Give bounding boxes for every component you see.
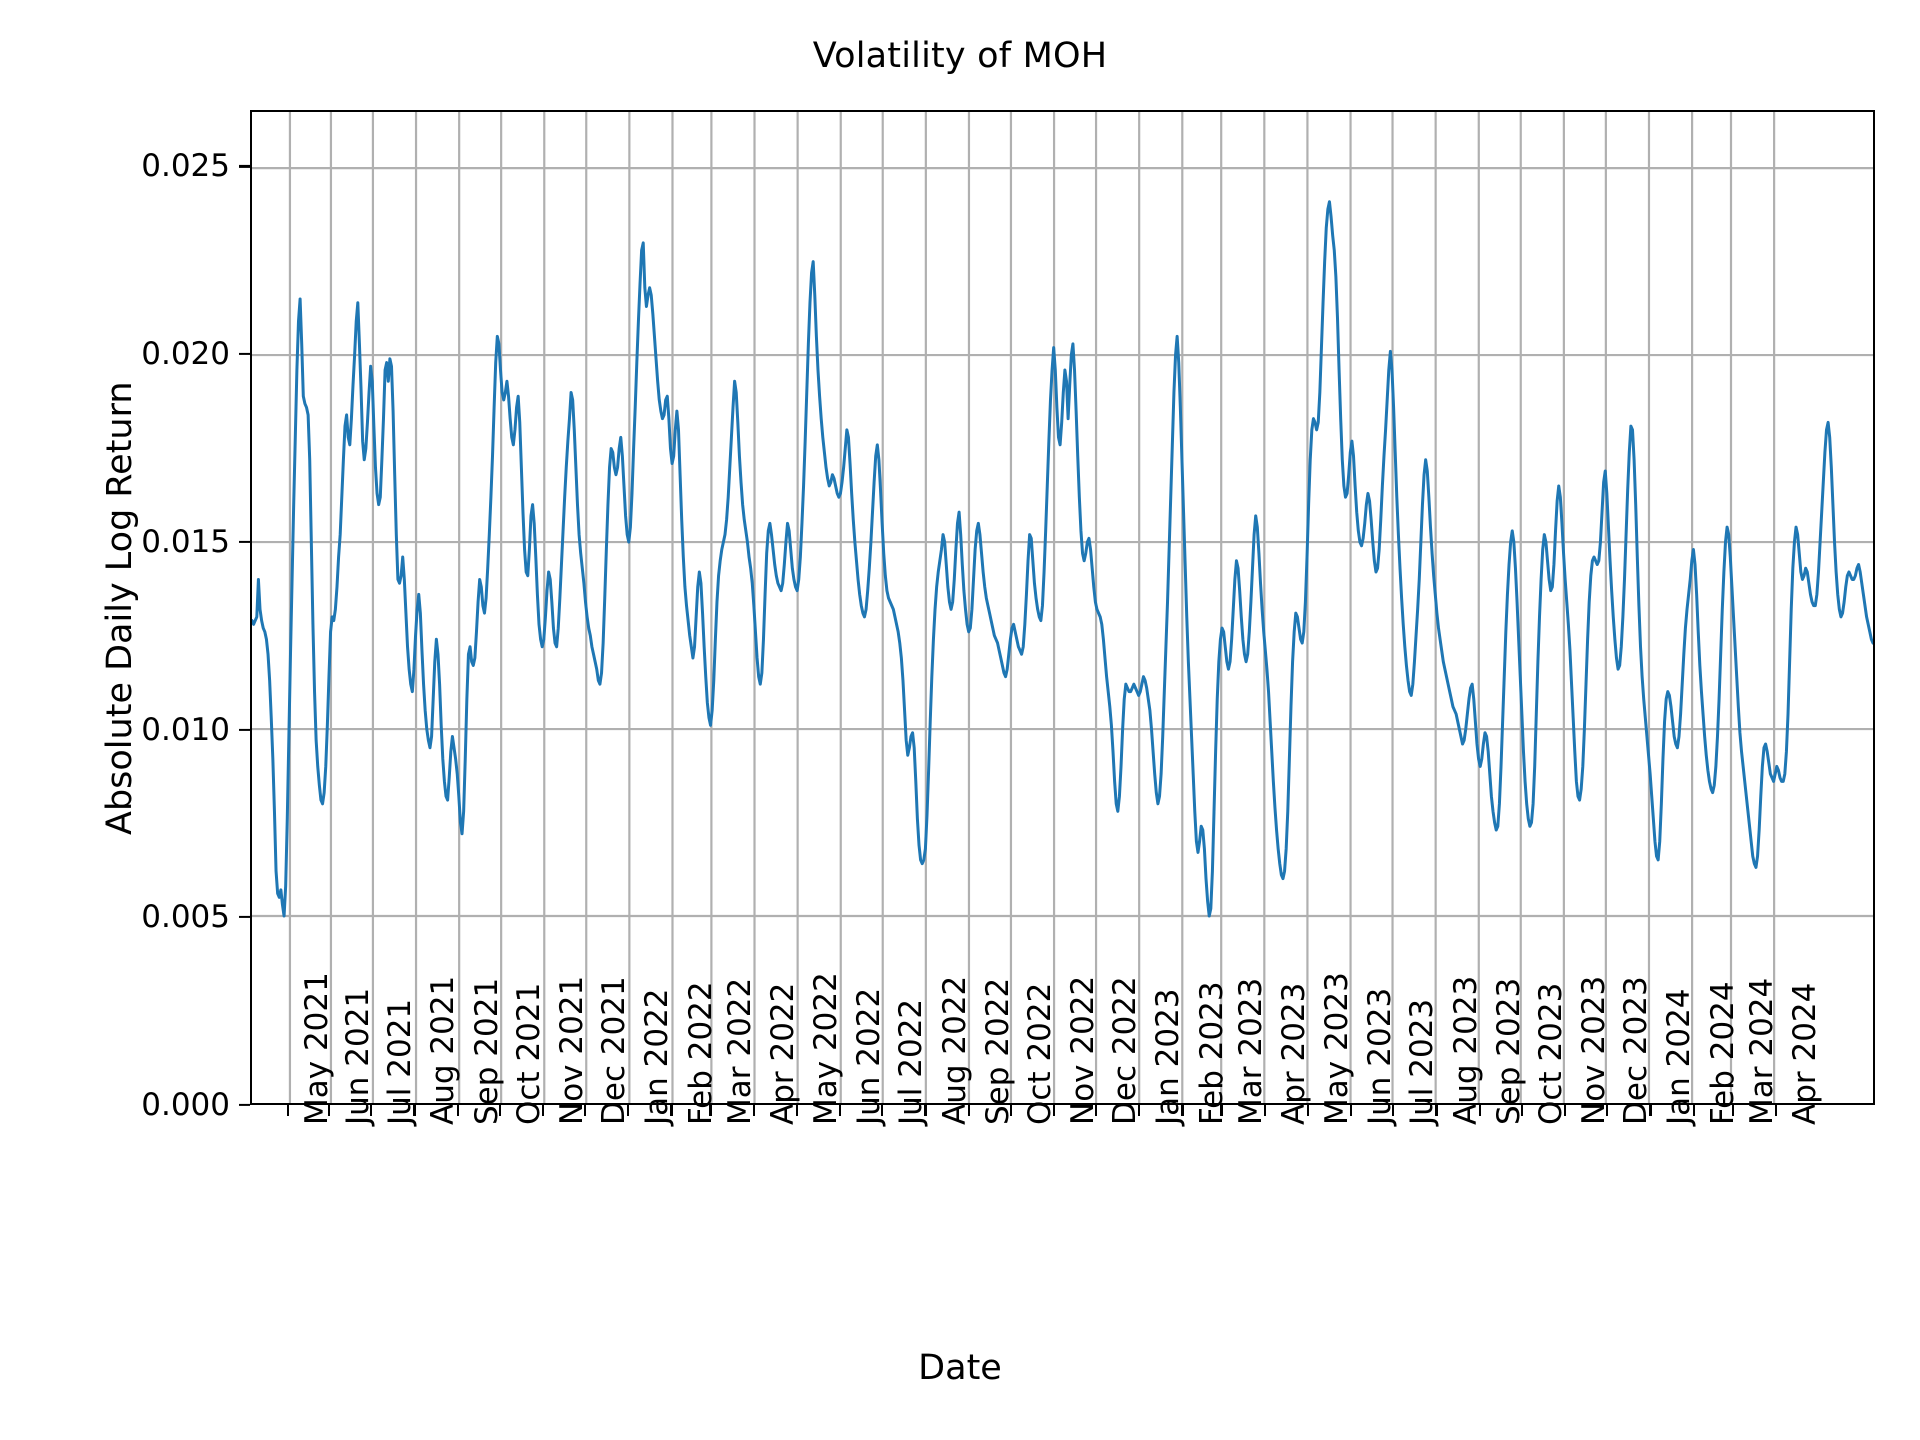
y-tick-mark — [239, 165, 250, 168]
page-title: Volatility of MOH — [812, 36, 1108, 76]
x-tick-mark — [1306, 1105, 1310, 1116]
x-tick-mark — [752, 1105, 755, 1116]
x-tick-mark — [328, 1105, 331, 1116]
x-tick-mark — [839, 1105, 842, 1116]
x-tick-mark — [967, 1105, 970, 1116]
y-tick-mark — [239, 540, 250, 543]
x-tick-mark — [1095, 1105, 1098, 1116]
y-tick-label: 0.015 — [141, 523, 230, 560]
volatility-line-series — [252, 112, 1873, 1103]
x-tick-mark — [627, 1105, 630, 1116]
x-tick-mark — [1692, 1105, 1695, 1116]
plot-area — [250, 110, 1875, 1105]
x-tick-mark — [1435, 1105, 1438, 1116]
x-tick-mark — [286, 1105, 290, 1116]
y-tick-label: 0.005 — [141, 899, 230, 936]
x-tick-mark — [413, 1105, 416, 1116]
x-tick-mark — [1392, 1105, 1395, 1116]
y-tick-mark — [239, 1103, 250, 1107]
x-tick-mark — [1220, 1105, 1223, 1116]
x-tick-mark — [1009, 1105, 1012, 1116]
y-tick-label: 0.020 — [141, 336, 230, 373]
x-tick-mark — [1606, 1105, 1609, 1116]
x-tick-mark — [1520, 1105, 1523, 1116]
x-axis-label: Date — [918, 1348, 1002, 1388]
x-tick-mark — [541, 1105, 545, 1116]
x-tick-mark — [498, 1105, 501, 1116]
x-tick-mark — [1731, 1105, 1734, 1116]
y-tick-mark — [239, 728, 250, 731]
x-tick-mark — [1052, 1105, 1056, 1116]
y-tick-label: 0.010 — [141, 711, 230, 748]
x-tick-mark — [924, 1105, 927, 1116]
x-tick-mark — [1350, 1105, 1353, 1116]
x-tick-mark — [1138, 1105, 1141, 1116]
x-tick-mark — [1181, 1105, 1184, 1116]
x-tick-mark — [1649, 1105, 1652, 1116]
x-tick-mark — [1478, 1105, 1481, 1116]
x-tick-mark — [795, 1105, 799, 1116]
x-tick-mark — [1263, 1105, 1266, 1116]
x-tick-mark — [370, 1105, 373, 1116]
y-tick-label: 0.025 — [141, 148, 230, 185]
y-tick-mark — [239, 352, 250, 356]
x-tick-mark — [881, 1105, 884, 1116]
x-tick-mark — [1774, 1105, 1777, 1116]
y-tick-label: 0.000 — [141, 1087, 230, 1123]
y-tick-mark — [239, 916, 250, 919]
x-tick-mark — [583, 1105, 587, 1116]
x-tick-mark — [456, 1105, 459, 1116]
x-tick-mark — [1564, 1105, 1567, 1116]
x-tick-mark — [709, 1105, 712, 1116]
y-axis-label: Absolute Daily Log Return — [100, 380, 140, 835]
x-tick-mark — [670, 1105, 673, 1116]
